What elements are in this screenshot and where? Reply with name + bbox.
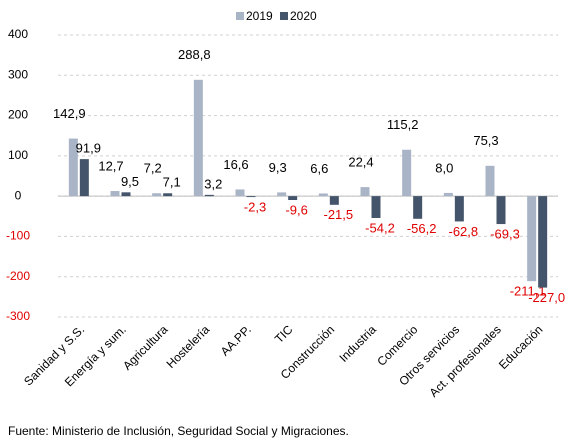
source-note: Fuente: Ministerio de Inclusión, Segurid… [8,424,349,438]
bar [277,192,287,197]
data-label: -2,3 [244,200,266,215]
y-tick-label: 0 [15,188,22,202]
data-label: -9,6 [285,202,307,217]
bar [235,189,245,197]
bar [193,79,203,197]
bar [329,196,339,205]
data-label: 22,4 [348,155,373,170]
x-tick-label: AA.PP. [218,322,254,358]
y-tick-label: 400 [8,27,28,41]
bar [485,165,495,197]
y-tick-label: -200 [6,269,30,283]
y-tick-label: -100 [6,229,30,243]
y-tick-label: 200 [8,108,28,122]
data-label: -21,5 [324,207,354,222]
data-label: 75,3 [473,133,498,148]
x-tick-label: Act. profesionales [427,322,504,399]
bar [538,196,548,288]
bar [204,194,214,197]
bar [121,192,131,197]
x-tick-label: Agricultura [120,322,171,373]
y-tick-label: 100 [8,148,28,162]
data-label: -54,2 [365,220,395,235]
x-tick-label: Educación [496,322,546,372]
bar [496,196,506,225]
data-label: -69,3 [490,226,520,241]
y-tick-label: -300 [6,309,30,323]
data-label: 9,5 [121,174,139,189]
bar [413,196,423,219]
bar [246,196,256,198]
data-label: 9,3 [269,160,287,175]
data-label: -56,2 [407,221,437,236]
bar [527,196,537,282]
data-label: -211,1 [510,284,546,299]
data-label: 91,9 [76,141,101,156]
legend-swatch [236,12,244,20]
data-label: 142,9 [53,106,86,121]
data-label: 8,0 [435,160,453,175]
legend-label: 2020 [290,9,317,23]
y-tick-label: 300 [8,67,28,81]
bar [288,196,298,201]
bar [443,192,453,197]
data-label: 12,7 [98,158,123,173]
bar [152,193,162,197]
bar [371,196,381,218]
legend-label: 2019 [246,9,273,23]
bar [360,187,370,197]
data-label: 16,6 [223,157,248,172]
data-label: 7,2 [144,161,162,176]
data-label: 3,2 [204,176,222,191]
bar [454,196,464,222]
bar [68,138,78,197]
bar [79,159,89,197]
data-label: -227,0 [528,290,565,305]
data-label: 6,6 [310,161,328,176]
x-tick-label: TIC [272,322,296,346]
x-tick-label: Industria [336,322,379,365]
bar [318,193,328,197]
data-label: 115,2 [387,117,419,132]
x-tick-label: Hostelería [164,322,213,371]
bar [402,149,412,197]
data-label: 7,1 [163,175,181,190]
bar [163,193,173,197]
data-label: -62,8 [449,224,479,239]
legend-swatch [280,12,288,20]
data-label: 288,8 [178,47,211,62]
bar [110,191,120,197]
